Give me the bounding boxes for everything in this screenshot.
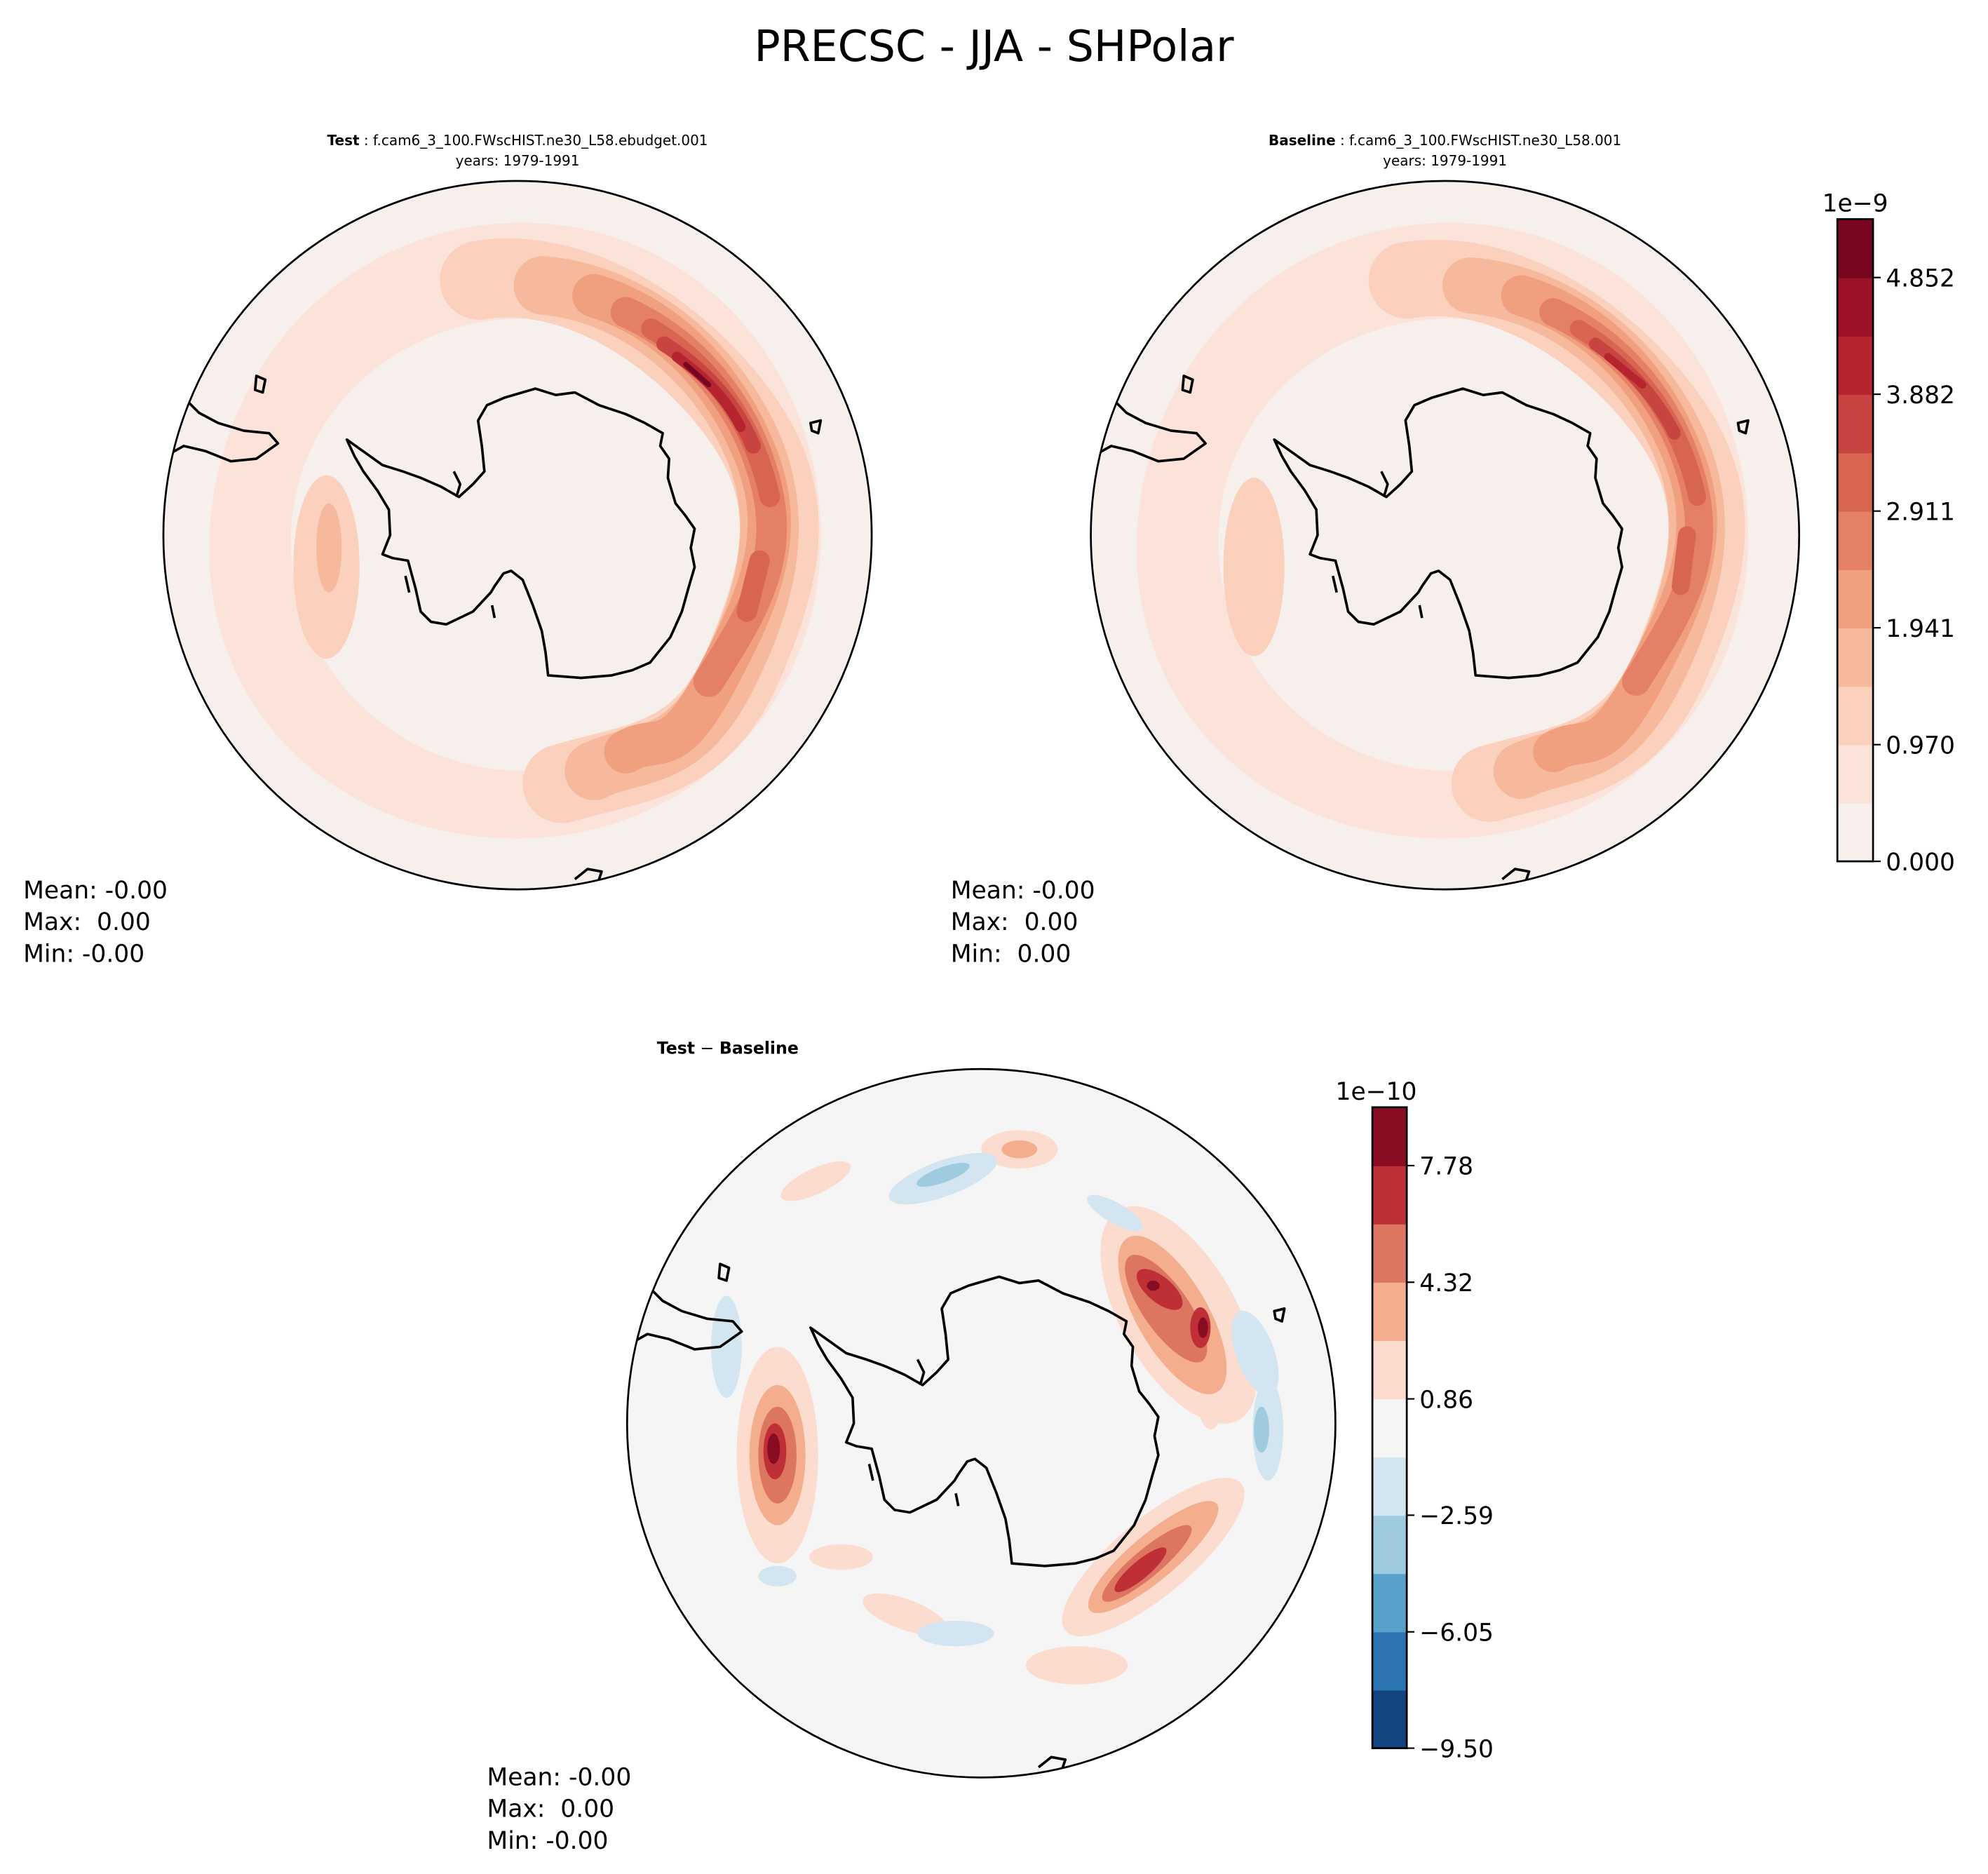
colorbar-bin (1837, 686, 1874, 746)
colorbar-bin (1837, 452, 1874, 512)
colorbar-difference: 1e−10 −9.50 −6.05 −2.59 0.86 4.32 7.78 (1336, 1078, 1494, 1763)
stats-min: Min: 0.00 (951, 941, 1071, 969)
colorbar-bin (1372, 1107, 1407, 1166)
panel-test-years: years: 1979-1991 (456, 152, 580, 169)
colorbar-exponent: 1e−9 (1823, 190, 1888, 218)
colorbar-bin (1837, 802, 1874, 863)
colorbar-tick-label: 0.000 (1886, 849, 1955, 877)
stats-max: Max: 0.00 (23, 908, 151, 936)
colorbar-tick-label: 1.941 (1886, 615, 1955, 643)
colorbar-bin (1372, 1631, 1407, 1691)
colorbar-bin (1837, 628, 1874, 687)
stats-min: Min: -0.00 (487, 1827, 608, 1855)
panel-difference-title: Test − Baseline (657, 1038, 799, 1058)
colorbar-tick-label: 3.882 (1886, 382, 1955, 410)
stats-min: Min: -0.00 (23, 941, 144, 969)
colorbar-tick-label: 2.911 (1886, 498, 1955, 526)
panel-test-title: Test : f.cam6_3_100.FWscHIST.ne30_L58.eb… (327, 132, 708, 149)
colorbar-bin (1372, 1690, 1407, 1749)
colorbar-exponent: 1e−10 (1336, 1078, 1417, 1106)
panel-test: Test : f.cam6_3_100.FWscHIST.ne30_L58.eb… (23, 132, 873, 969)
colorbar-bin (1837, 394, 1874, 454)
colorbar-tick-label: 0.970 (1886, 732, 1955, 760)
panel-baseline: Baseline : f.cam6_3_100.FWscHIST.ne30_L5… (951, 132, 1801, 969)
colorbar-absolute: 1e−9 0.000 0.970 1.941 2.911 3.882 4.852 (1823, 190, 1955, 877)
panel-baseline-years: years: 1979-1991 (1383, 152, 1507, 169)
colorbar-bin (1372, 1281, 1407, 1341)
colorbar-bin (1372, 1340, 1407, 1400)
stats-mean: Mean: -0.00 (487, 1763, 631, 1791)
colorbar-bin (1372, 1223, 1407, 1283)
stats-max: Max: 0.00 (487, 1795, 614, 1824)
colorbar-bin (1372, 1457, 1407, 1516)
colorbar-bin (1837, 335, 1874, 396)
stats-max: Max: 0.00 (951, 908, 1078, 936)
colorbar-bin (1837, 569, 1874, 629)
colorbar-bin (1372, 1515, 1407, 1575)
stats-mean: Mean: -0.00 (23, 877, 168, 905)
colorbar-tick-label: 7.78 (1419, 1153, 1473, 1181)
panel-baseline-title: Baseline : f.cam6_3_100.FWscHIST.ne30_L5… (1269, 132, 1621, 149)
colorbar-tick-label: 0.86 (1419, 1386, 1473, 1414)
colorbar-bin (1372, 1398, 1407, 1458)
panel-difference: Test − Baseline (487, 1038, 1337, 1855)
colorbar-bin (1372, 1573, 1407, 1633)
map-difference (626, 1067, 1337, 1779)
colorbar-frame (1836, 218, 1874, 863)
colorbar-frame (1371, 1106, 1408, 1749)
colorbar-bin (1372, 1165, 1407, 1225)
stats-mean: Mean: -0.00 (951, 877, 1095, 905)
colorbar-tick-label: −2.59 (1419, 1502, 1494, 1530)
map-test (162, 180, 873, 891)
colorbar-tick-label: 4.32 (1419, 1269, 1473, 1297)
colorbar-bin (1837, 219, 1874, 278)
colorbar-bin (1837, 277, 1874, 337)
colorbar-tick-label: 4.852 (1886, 264, 1955, 292)
map-baseline (1090, 180, 1801, 891)
colorbar-bin (1837, 511, 1874, 570)
figure-title: PRECSC - JJA - SHPolar (754, 21, 1234, 72)
colorbar-tick-label: −6.05 (1419, 1619, 1494, 1647)
colorbar-bin (1837, 744, 1874, 804)
colorbar-tick-label: −9.50 (1419, 1735, 1494, 1763)
